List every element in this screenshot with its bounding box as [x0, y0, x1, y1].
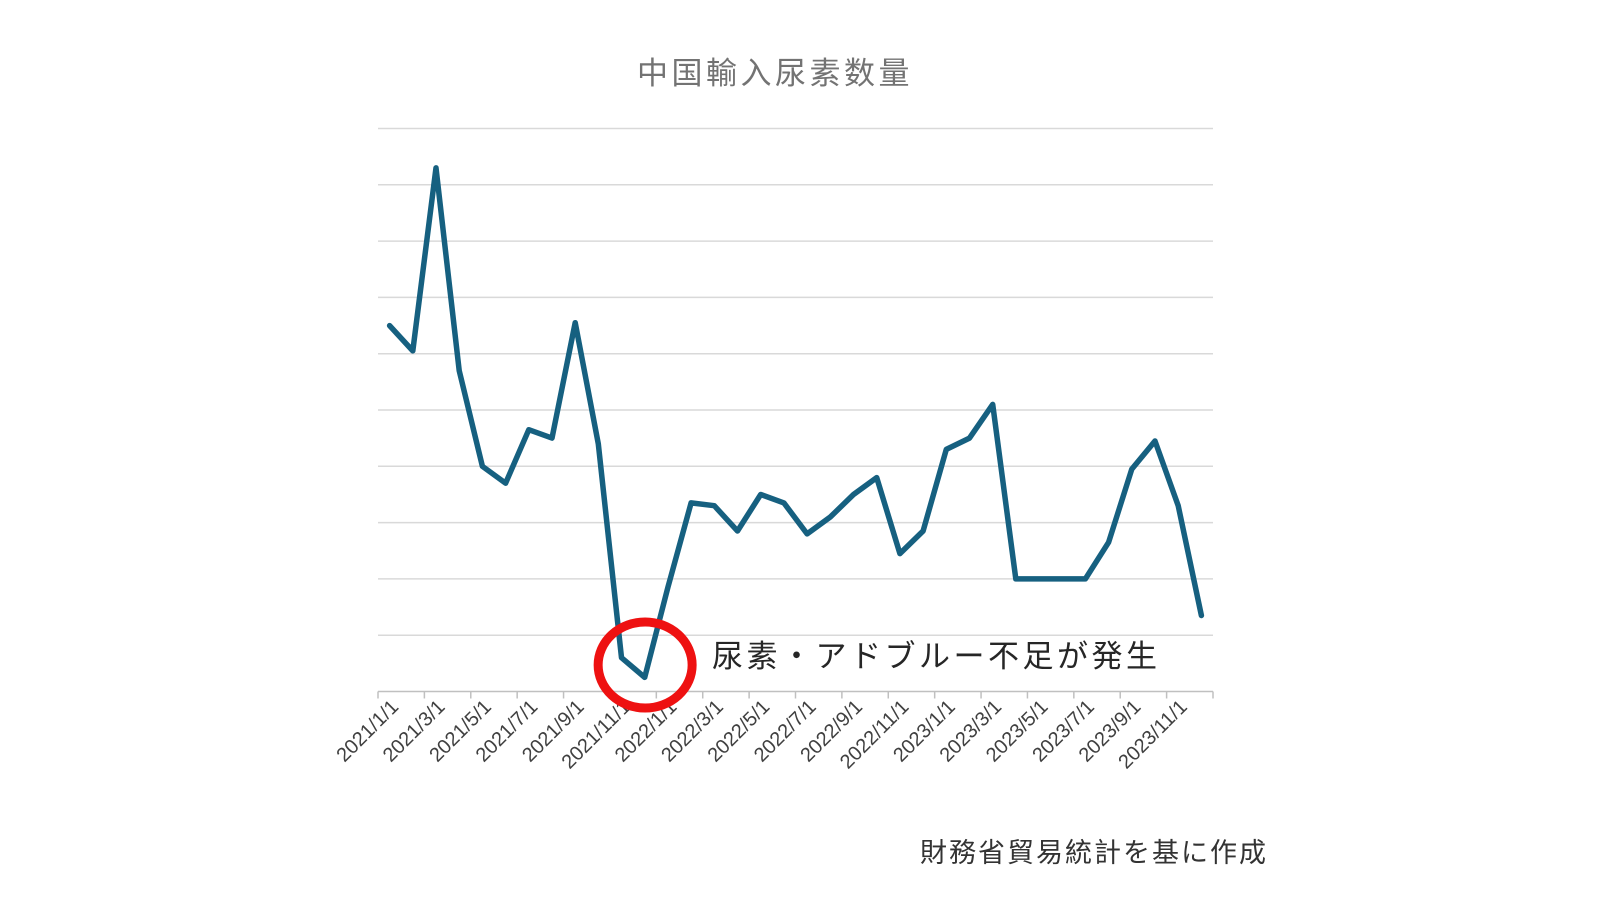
highlight-circle [593, 617, 697, 713]
chart-title: 中国輸入尿素数量 [637, 56, 913, 91]
annotation-text: 尿素・アドブルー不足が発生 [712, 639, 1161, 674]
urea-import-series-line [386, 165, 1205, 681]
source-note: 財務省貿易統計を基に作成 [920, 838, 1268, 868]
